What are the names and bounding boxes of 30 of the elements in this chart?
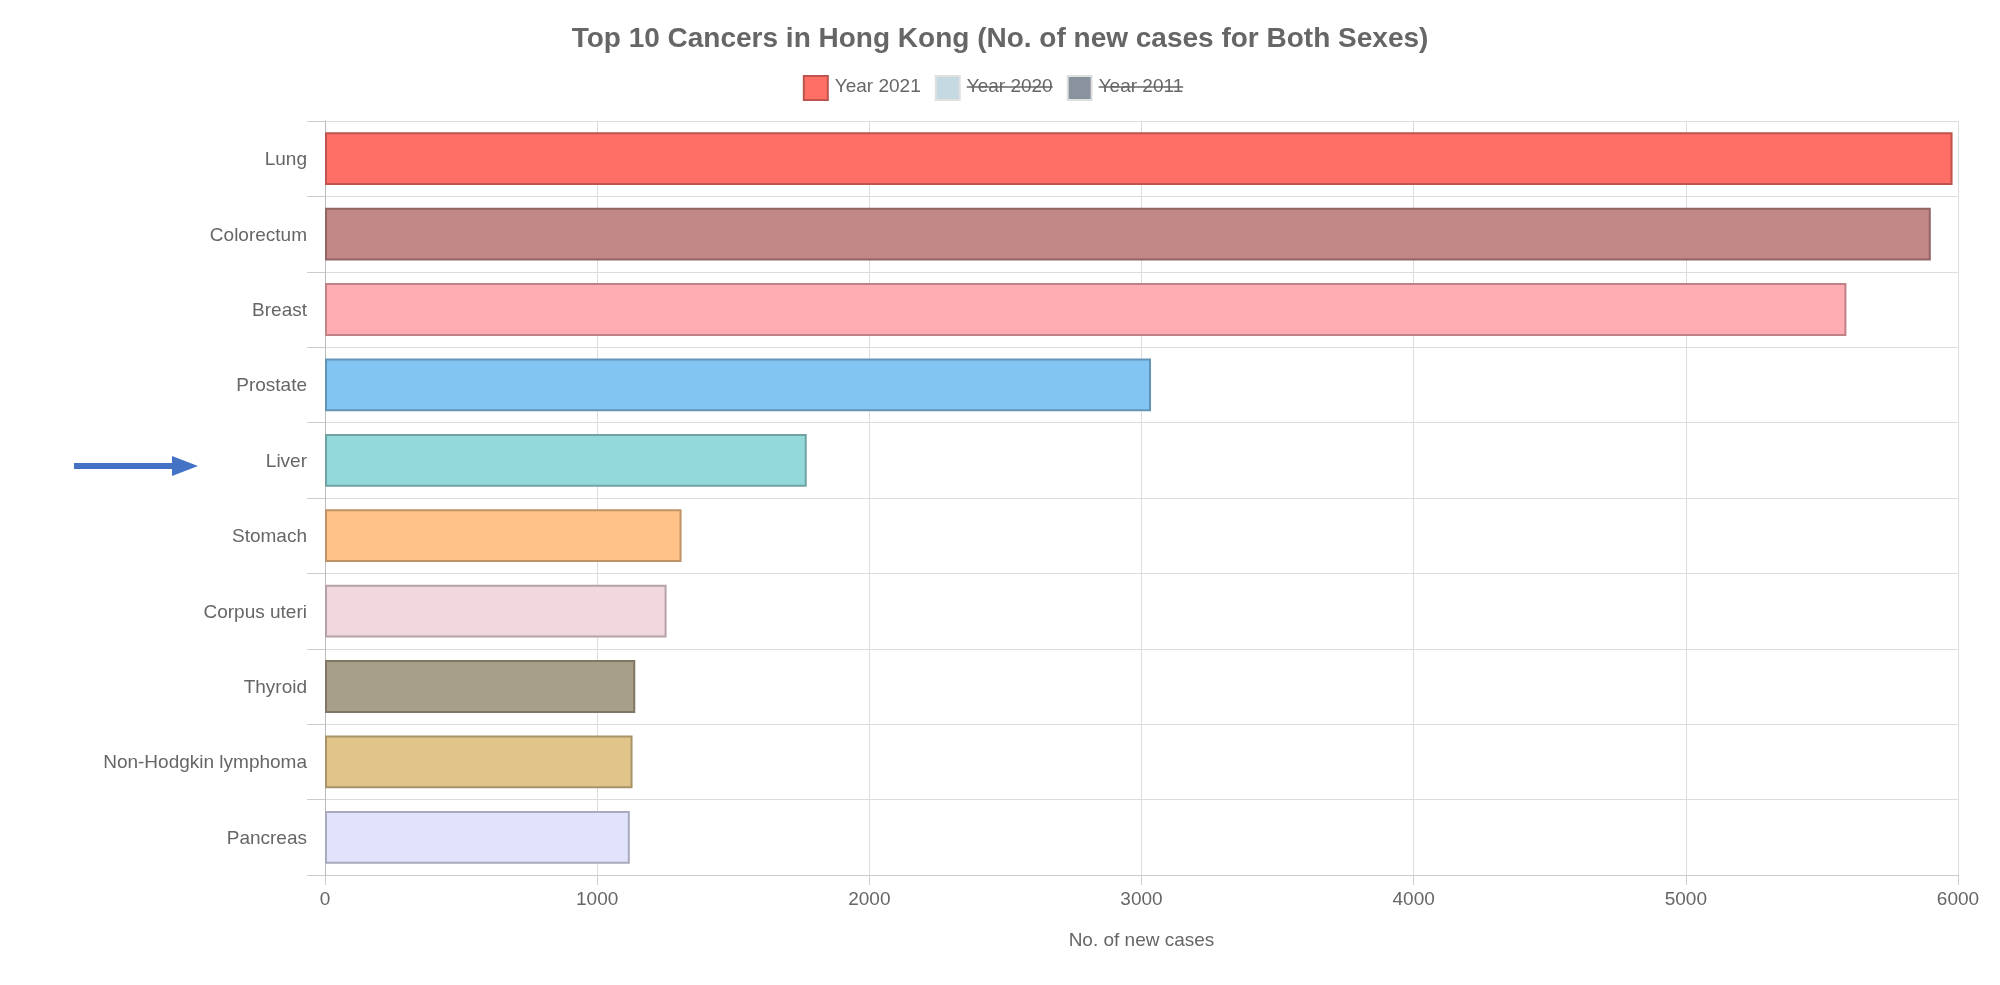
x-tick-label: 4000 bbox=[1392, 888, 1435, 909]
bar bbox=[325, 358, 1152, 412]
x-tick-label: 2000 bbox=[848, 888, 891, 909]
y-tick-label: Pancreas bbox=[226, 826, 307, 848]
y-tick-label: Prostate bbox=[236, 374, 307, 396]
y-tick-label: Liver bbox=[265, 449, 308, 471]
bar bbox=[325, 433, 807, 487]
y-tick-label: Thyroid bbox=[243, 676, 307, 697]
y-tick-label: Corpus uteri bbox=[203, 600, 307, 622]
bar bbox=[325, 283, 1847, 336]
x-tick-label: 0 bbox=[319, 888, 331, 909]
bar bbox=[325, 660, 636, 713]
bar bbox=[325, 584, 667, 638]
y-tick-label: Non-Hodgkin lymphoma bbox=[103, 751, 308, 773]
y-tick-label: Breast bbox=[252, 299, 308, 320]
y-tick-label: Stomach bbox=[232, 525, 307, 547]
x-tick-label: 3000 bbox=[1120, 888, 1163, 909]
bar bbox=[325, 810, 630, 864]
bar bbox=[325, 207, 1931, 261]
y-tick-label: Colorectum bbox=[209, 223, 307, 245]
x-axis-title: No. of new cases bbox=[1068, 929, 1215, 950]
bar bbox=[325, 132, 1953, 186]
bar bbox=[325, 509, 682, 563]
x-tick-label: 5000 bbox=[1664, 888, 1707, 909]
bar bbox=[325, 735, 633, 789]
x-tick-label: 6000 bbox=[1936, 888, 1980, 909]
legend-label: Year 2021 bbox=[834, 75, 921, 96]
y-tick-label: Lung bbox=[264, 148, 307, 170]
chart-title: Top 10 Cancers in Hong Kong (No. of new cases for Both Sexes) bbox=[571, 21, 1429, 53]
x-tick-label: 1000 bbox=[576, 888, 619, 909]
